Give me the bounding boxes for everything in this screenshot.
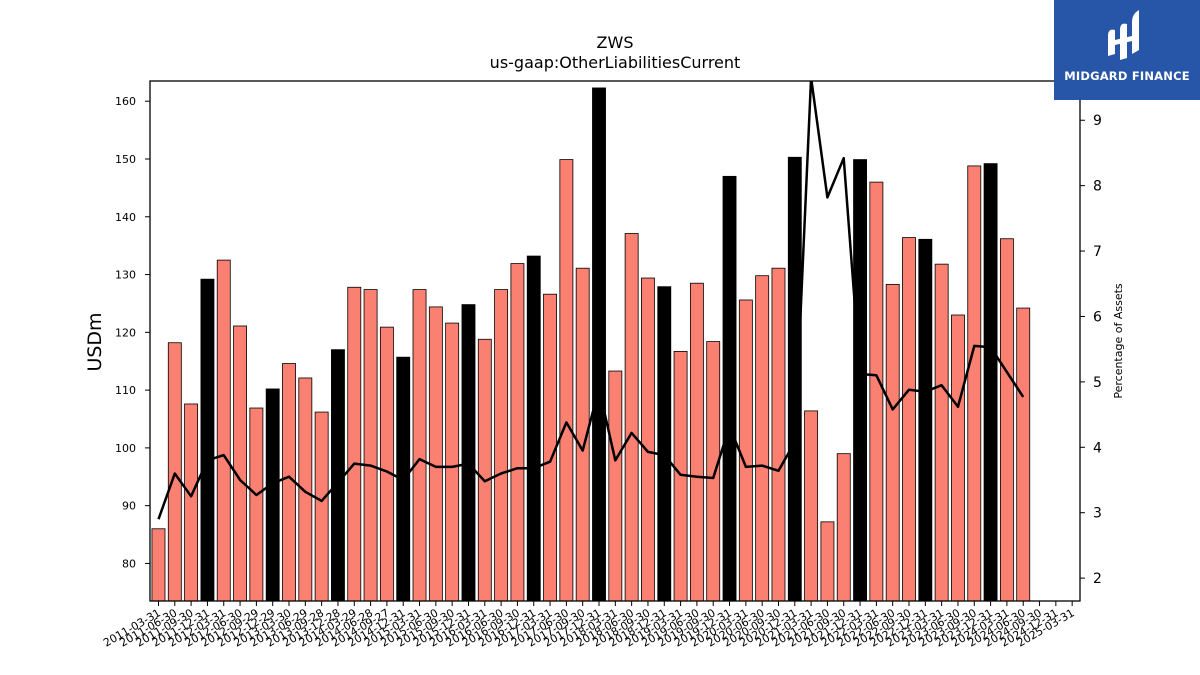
bar-2018-06-30 bbox=[624, 233, 639, 601]
bar-2020-06-30 bbox=[755, 275, 770, 601]
y-tick-label: 120 bbox=[115, 326, 136, 339]
bar-2021-06-30 bbox=[820, 521, 835, 601]
percentage-of-assets-line bbox=[157, 81, 1025, 520]
y2-tick-label: 9 bbox=[1093, 113, 1102, 129]
y2-tick-label: 2 bbox=[1093, 571, 1102, 587]
y-axis-label: USDm bbox=[84, 312, 106, 371]
bar-2011-06-30 bbox=[167, 342, 182, 601]
bar-2022-06-30 bbox=[885, 283, 900, 601]
y2-axis-label: Percentage of Assets bbox=[1112, 283, 1125, 399]
bar-2023-06-30 bbox=[951, 314, 965, 601]
y2-tick-label: 6 bbox=[1093, 309, 1102, 325]
bar-2023-09-30 bbox=[967, 165, 982, 601]
bar-2015-12-31 bbox=[461, 304, 476, 601]
bar-2022-09-30 bbox=[902, 237, 916, 601]
bar-2019-12-31 bbox=[722, 175, 737, 601]
bar-2019-06-30 bbox=[689, 282, 704, 601]
bar-2020-12-31 bbox=[787, 156, 802, 601]
bar-2011-03-31 bbox=[151, 528, 166, 601]
y2-tick-label: 8 bbox=[1093, 179, 1102, 195]
bar-2019-09-30 bbox=[706, 341, 721, 601]
bar-2015-09-30 bbox=[445, 322, 460, 601]
bar-2018-09-30 bbox=[641, 277, 655, 601]
y-tick-label: 140 bbox=[115, 211, 136, 224]
y2-tick-label: 7 bbox=[1093, 244, 1102, 260]
y2-tick-label: 5 bbox=[1093, 375, 1102, 391]
midgard-logo-icon bbox=[1108, 10, 1139, 61]
bar-2014-03-29 bbox=[347, 286, 362, 601]
bar-2024-06-30 bbox=[1016, 307, 1031, 601]
bar-2018-03-31 bbox=[608, 370, 623, 601]
bar-2015-06-30 bbox=[428, 306, 443, 601]
y-tick-label: 150 bbox=[115, 153, 136, 166]
line-series bbox=[157, 81, 1025, 520]
y-tick-label: 160 bbox=[115, 95, 136, 108]
bar-2017-09-30 bbox=[575, 267, 590, 601]
bar-2018-12-31 bbox=[657, 286, 672, 601]
axes: 8090100110120130140150160234567892011-03… bbox=[101, 80, 1102, 650]
bar-series bbox=[151, 87, 1031, 601]
bar-2011-09-30 bbox=[184, 403, 199, 601]
bar-2020-09-30 bbox=[771, 267, 786, 601]
bar-2017-06-30 bbox=[559, 159, 574, 601]
y-tick-label: 100 bbox=[115, 442, 136, 455]
bar-2012-09-29 bbox=[249, 407, 264, 601]
y-tick-label: 80 bbox=[122, 557, 136, 570]
bar-2016-09-30 bbox=[510, 263, 525, 601]
chart-subtitle: us-gaap:OtherLiabilitiesCurrent bbox=[490, 53, 741, 72]
bar-2013-12-28 bbox=[331, 349, 345, 601]
bar-2015-03-31 bbox=[412, 289, 427, 601]
bar-2012-12-29 bbox=[265, 388, 280, 601]
bar-2021-03-31 bbox=[804, 410, 819, 601]
y-tick-label: 130 bbox=[115, 269, 136, 282]
bar-2011-12-31 bbox=[200, 278, 215, 601]
y-tick-label: 110 bbox=[115, 384, 136, 397]
bar-2020-03-31 bbox=[738, 299, 753, 601]
bar-2013-09-28 bbox=[314, 411, 329, 601]
bar-2023-03-31 bbox=[934, 263, 949, 601]
y2-tick-label: 4 bbox=[1093, 440, 1102, 456]
bar-2021-09-30 bbox=[836, 453, 851, 601]
bar-2023-12-31 bbox=[983, 163, 998, 601]
bar-2014-06-28 bbox=[363, 289, 378, 601]
bar-2017-12-31 bbox=[592, 87, 606, 601]
y-tick-label: 90 bbox=[122, 500, 136, 513]
logo-text: MIDGARD FINANCE bbox=[1064, 69, 1190, 83]
bar-2012-06-30 bbox=[233, 325, 247, 601]
chart-title: ZWS bbox=[597, 33, 634, 52]
bar-2024-03-31 bbox=[999, 238, 1014, 601]
midgard-finance-logo: MIDGARD FINANCE bbox=[1054, 0, 1200, 100]
y2-tick-label: 3 bbox=[1093, 506, 1102, 522]
bar-2012-03-31 bbox=[216, 259, 231, 601]
bar-2021-12-31 bbox=[853, 159, 867, 601]
bar-2016-12-31 bbox=[526, 255, 541, 601]
bar-2016-06-30 bbox=[494, 289, 509, 601]
bar-2016-03-31 bbox=[477, 338, 492, 601]
bar-2022-12-31 bbox=[918, 238, 933, 601]
bar-2022-03-31 bbox=[869, 181, 884, 601]
bar-2014-09-27 bbox=[379, 326, 394, 601]
bar-2013-06-29 bbox=[298, 377, 313, 601]
